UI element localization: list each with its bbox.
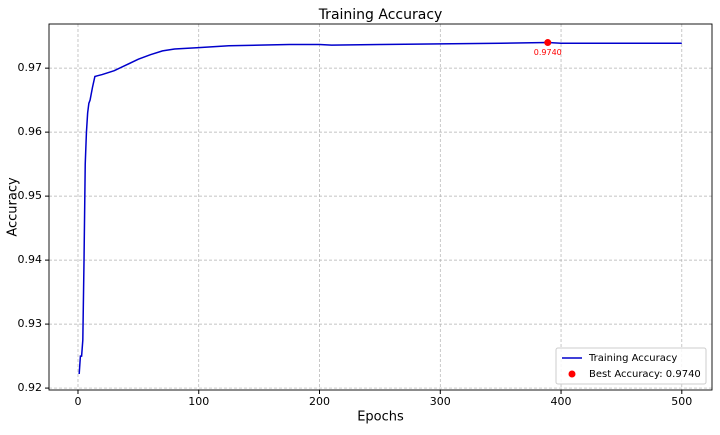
x-axis-label: Epochs: [357, 410, 404, 425]
y-tick-label: 0.96: [18, 125, 43, 138]
chart-title: Training Accuracy: [318, 7, 443, 23]
x-tick-label: 100: [188, 395, 209, 408]
x-tick-label: 0: [74, 395, 81, 408]
legend-label: Training Accuracy: [588, 353, 677, 364]
y-tick-label: 0.97: [18, 61, 43, 74]
y-tick-label: 0.95: [18, 189, 43, 202]
x-tick-label: 500: [671, 395, 692, 408]
x-tick-label: 300: [430, 395, 451, 408]
x-tick-label: 400: [551, 395, 572, 408]
data-line: [78, 41, 682, 375]
data-label: 0.9740: [534, 48, 562, 57]
y-axis-label: Accuracy: [6, 177, 21, 237]
best-point: [544, 39, 552, 47]
plot-frame: [48, 23, 713, 391]
legend-box: [555, 347, 707, 385]
legend-swatch: [568, 370, 576, 378]
legend-label: Best Accuracy: 0.9740: [589, 369, 701, 380]
y-tick-label: 0.93: [18, 317, 43, 330]
y-tick-label: 0.92: [18, 381, 43, 394]
y-tick-label: 0.94: [18, 253, 43, 266]
x-tick-label: 200: [309, 395, 330, 408]
